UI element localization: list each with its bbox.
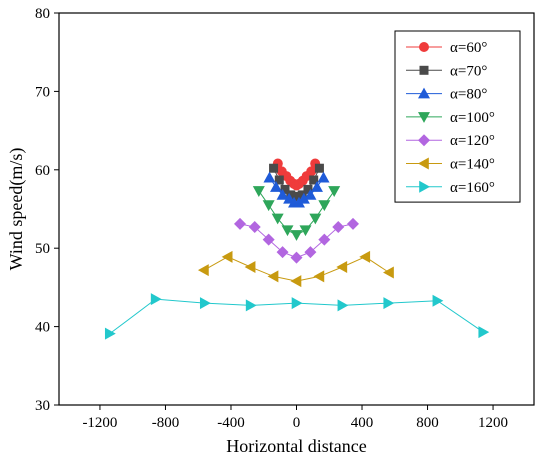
x-tick-label: 1200 [478,415,508,431]
series-5 [233,217,360,264]
data-point [337,299,349,312]
data-point [303,184,313,194]
legend-marker [418,134,430,147]
data-point [304,188,317,200]
data-point [248,221,261,234]
x-tick-label: -1200 [82,415,117,431]
series-layer [104,158,490,340]
data-point [263,171,276,183]
legend-marker [418,157,429,170]
legend-label: α=70° [450,63,487,79]
y-tick-label: 80 [35,6,50,22]
x-tick-label: 800 [416,415,439,431]
legend-item: α=160° [406,180,495,196]
legend: α=60° α=70° α=80° α=100° α=120° α=140° α=160° [394,30,521,203]
legend-label: α=160° [450,180,495,196]
data-point [332,221,345,234]
data-point [317,171,330,183]
legend-item: α=80° [406,87,487,103]
data-point [269,163,279,173]
data-point [309,175,319,185]
data-point [336,261,348,274]
data-point [297,190,307,200]
legend-marker [418,112,430,123]
data-point [310,181,323,192]
data-point [328,186,341,197]
data-point [383,266,394,279]
y-tick-label: 50 [35,241,50,257]
legend-item: α=60° [406,40,487,56]
data-point [199,297,211,310]
data-point [262,233,275,246]
series-4 [252,186,341,241]
legend-label: α=60° [450,40,487,56]
x-tick-label: -400 [217,415,245,431]
ticks-layer: -1200 -800 -400 0 400 800 1200 30 40 50 60 70 80 [35,6,508,431]
legend-label: α=100° [450,110,495,126]
data-point [347,217,360,230]
legend-marker [419,180,430,193]
legend-item: α=120° [406,133,495,149]
data-point [309,213,322,225]
x-tick-label: -800 [152,415,180,431]
legend-item: α=140° [406,157,495,173]
data-point [478,326,490,339]
data-point [104,327,116,340]
data-point [318,200,331,212]
data-point [297,192,310,204]
data-point [432,294,444,307]
data-point [267,270,279,283]
legend-item: α=100° [406,110,495,126]
data-point [252,186,265,197]
data-point [383,297,395,310]
series-2 [269,163,324,201]
data-point [271,213,284,225]
data-point [290,275,302,288]
data-point [318,233,331,246]
legend-marker [419,65,429,75]
legend-label: α=140° [450,157,495,173]
y-tick-label: 40 [35,320,50,336]
series-6 [197,250,394,288]
data-point [313,270,325,283]
legend-item: α=70° [406,63,487,79]
data-point [262,200,275,212]
data-point [245,299,257,312]
x-tick-label: 400 [351,415,374,431]
data-point [274,175,284,185]
data-point [221,250,233,263]
data-point [197,264,209,277]
data-point [291,297,303,310]
y-tick-label: 70 [35,84,50,100]
data-point [270,181,283,192]
data-point [281,225,294,237]
data-point [306,166,317,177]
data-point [299,225,312,237]
x-axis-title: Horizontal distance [226,436,366,456]
data-point [290,230,303,241]
data-point [314,163,324,173]
data-point [280,184,290,194]
y-tick-label: 60 [35,163,50,179]
legend-marker [419,42,429,52]
legend-label: α=80° [450,87,487,103]
data-point [244,261,256,274]
data-point [304,246,317,259]
data-point [290,251,303,264]
y-tick-label: 30 [35,398,50,414]
data-point [276,246,289,259]
data-point [150,293,162,306]
legend-marker [418,87,430,99]
y-axis-title: Wind speed(m/s) [6,148,27,271]
series-7 [104,293,490,340]
x-tick-label: 0 [293,415,301,431]
data-point [233,217,246,230]
legend-label: α=120° [450,133,495,149]
data-point [359,250,371,263]
series-3 [263,171,330,208]
data-point [276,188,289,200]
